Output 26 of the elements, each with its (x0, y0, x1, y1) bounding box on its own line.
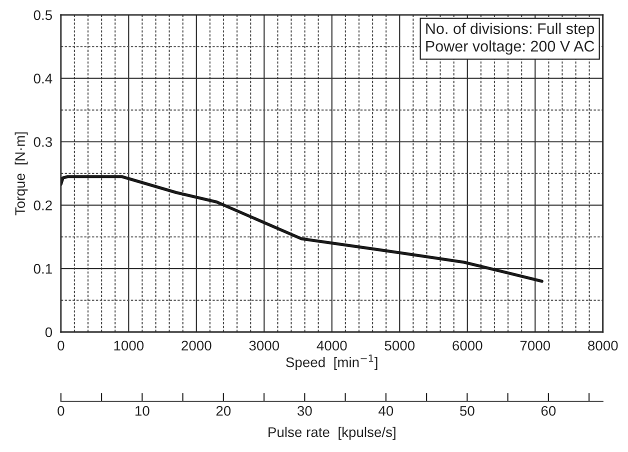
x-tick-label: 3000 (249, 340, 280, 351)
x-tick-label: 1000 (114, 340, 144, 351)
x-axis-title: Speed [min$^{−1}$] (286, 354, 378, 370)
y-tick-label: 0.1 (34, 264, 52, 274)
x-tick-label: 6000 (452, 340, 482, 351)
x-tick-label: 8000 (588, 340, 618, 351)
x2-tick-label: 10 (136, 406, 150, 416)
x-tick-label: 4000 (316, 340, 347, 351)
x2-tick-label: 40 (378, 406, 394, 416)
annotation: No. of divisions: Full step Power voltage: 200 V AC (426, 22, 594, 55)
x2-axis-title: Pulse rate [kpulse/s] (268, 426, 396, 440)
x-tick-label: 0 (58, 340, 64, 351)
x2-tick-label: 60 (541, 406, 556, 416)
y-tick-label: 0 (45, 327, 52, 338)
x-tick-label: 5000 (384, 340, 415, 351)
y-tick-label: 0.2 (34, 200, 52, 210)
x2-tick-label: 0 (58, 406, 64, 416)
x2-tick-label: 30 (297, 406, 312, 416)
y-tick-label: 0.5 (34, 10, 52, 20)
x-tick-label: 7000 (520, 340, 550, 351)
x-tick-label: 2000 (182, 340, 212, 351)
y-tick-label: 0.4 (34, 74, 52, 84)
x2-tick-label: 20 (216, 406, 231, 416)
y-tick-label: 0.3 (34, 137, 52, 147)
x2-tick-label: 50 (460, 406, 474, 416)
y-axis-title: Torque [N·m] (14, 132, 28, 216)
